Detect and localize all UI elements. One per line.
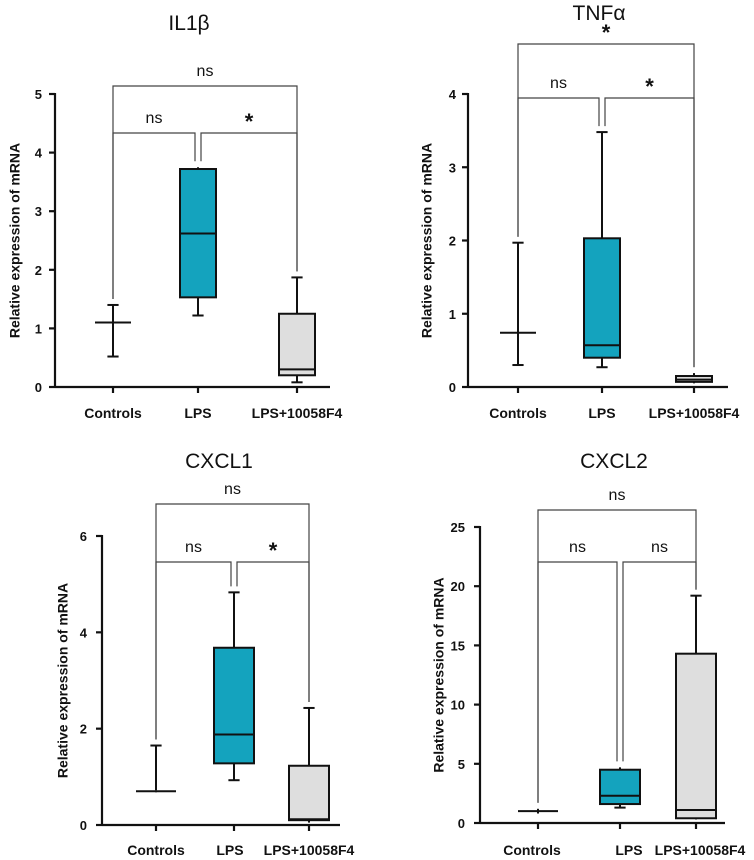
- y-axis-label: Relative expression of mRNA: [7, 143, 23, 338]
- y-tick-label: 20: [451, 579, 465, 594]
- significance-label: ns: [550, 75, 567, 92]
- x-category-label: LPS: [184, 405, 211, 421]
- chart-panel: TNFα Relative expression of mRNA 0 1 2 3 4 Cont…: [419, 2, 740, 421]
- iqr-box: [278, 312, 316, 377]
- box-plot-controls: [500, 241, 536, 367]
- y-tick-label: 3: [449, 160, 456, 175]
- significance-label: ns: [651, 539, 668, 556]
- x-category-label: Controls: [127, 842, 185, 858]
- box-plot-controls: [95, 303, 131, 358]
- chart-panel: IL1β Relative expression of mRNA 0 1 2 3 4 5 Con…: [7, 12, 343, 421]
- iqr-box: [583, 237, 621, 359]
- significance-label: ns: [197, 63, 214, 80]
- significance-bracket: ns: [517, 75, 600, 237]
- significance-bracket: ns: [112, 63, 298, 299]
- y-tick-label: 2: [449, 234, 456, 249]
- y-tick-label: 4: [449, 87, 457, 102]
- box-plot-lps-10058f4: [675, 373, 713, 384]
- significance-label: ns: [569, 539, 586, 556]
- x-category-label: LPS+10058F4: [252, 405, 343, 421]
- y-tick-label: 15: [451, 638, 465, 653]
- x-category-label: LPS: [216, 842, 243, 858]
- iqr-box: [288, 764, 330, 822]
- bracket-line: [517, 97, 600, 237]
- y-tick-label: 2: [80, 722, 87, 737]
- y-tick-label: 0: [458, 816, 465, 831]
- x-category-label: Controls: [489, 405, 547, 421]
- bracket-line: [537, 561, 618, 803]
- significance-label: *: [602, 20, 611, 45]
- y-tick-label: 6: [80, 529, 87, 544]
- bracket-line: [112, 85, 298, 299]
- significance-label: *: [645, 74, 654, 99]
- significance-bracket: ns: [537, 539, 618, 803]
- y-tick-label: 0: [80, 818, 87, 833]
- x-category-label: Controls: [84, 405, 142, 421]
- y-tick-label: 10: [451, 698, 465, 713]
- significance-bracket: ns: [155, 481, 310, 740]
- y-tick-label: 0: [35, 380, 42, 395]
- box-plot-lps-10058f4: [288, 706, 330, 823]
- box-plot-lps: [583, 131, 621, 369]
- x-category-label: Controls: [503, 842, 561, 858]
- chart-title: CXCL2: [580, 450, 648, 473]
- box-plot-lps-10058f4: [675, 594, 717, 820]
- x-category-label: LPS+10058F4: [264, 842, 355, 858]
- bracket-line: [517, 43, 695, 368]
- chart-title: IL1β: [168, 12, 209, 35]
- y-axis-label: Relative expression of mRNA: [55, 583, 71, 778]
- box-plot-lps: [213, 591, 255, 782]
- bracket-line: [155, 503, 310, 740]
- significance-label: ns: [185, 539, 202, 556]
- y-tick-label: 25: [451, 520, 465, 535]
- significance-bracket: ns: [537, 487, 697, 803]
- box-plot-controls: [136, 744, 176, 793]
- x-category-label: LPS+10058F4: [655, 842, 746, 858]
- box-plot-lps: [599, 767, 641, 809]
- chart-title: CXCL1: [185, 450, 253, 473]
- box-plot-controls: [518, 808, 558, 814]
- x-category-label: LPS: [588, 405, 615, 421]
- significance-label: *: [245, 109, 254, 134]
- y-tick-label: 4: [80, 625, 88, 640]
- box-plot-lps-10058f4: [278, 276, 316, 384]
- chart-panel: CXCL2 Relative expression of mRNA 0 5 10 15 20…: [431, 450, 746, 858]
- significance-label: ns: [146, 110, 163, 127]
- y-tick-label: 5: [35, 87, 42, 102]
- y-tick-label: 1: [35, 321, 42, 336]
- y-tick-label: 0: [449, 380, 456, 395]
- significance-bracket: *: [517, 20, 695, 368]
- y-axis-label: Relative expression of mRNA: [419, 143, 435, 338]
- y-tick-label: 2: [35, 263, 42, 278]
- box-plot-lps: [179, 167, 217, 317]
- y-tick-label: 5: [458, 757, 465, 772]
- bracket-line: [537, 509, 697, 803]
- significance-label: *: [269, 538, 278, 563]
- y-tick-label: 4: [35, 146, 43, 161]
- x-category-label: LPS+10058F4: [649, 405, 740, 421]
- y-axis-label: Relative expression of mRNA: [431, 577, 447, 772]
- significance-label: ns: [609, 487, 626, 504]
- x-category-label: LPS: [615, 842, 642, 858]
- chart-panel: CXCL1 Relative expression of mRNA 0 2 4 6 Cont…: [55, 450, 355, 858]
- iqr-box: [213, 646, 255, 765]
- iqr-box: [599, 768, 641, 806]
- significance-label: ns: [224, 481, 241, 498]
- iqr-box: [675, 652, 717, 820]
- chart-title: TNFα: [573, 2, 626, 25]
- y-tick-label: 3: [35, 204, 42, 219]
- y-tick-label: 1: [449, 307, 456, 322]
